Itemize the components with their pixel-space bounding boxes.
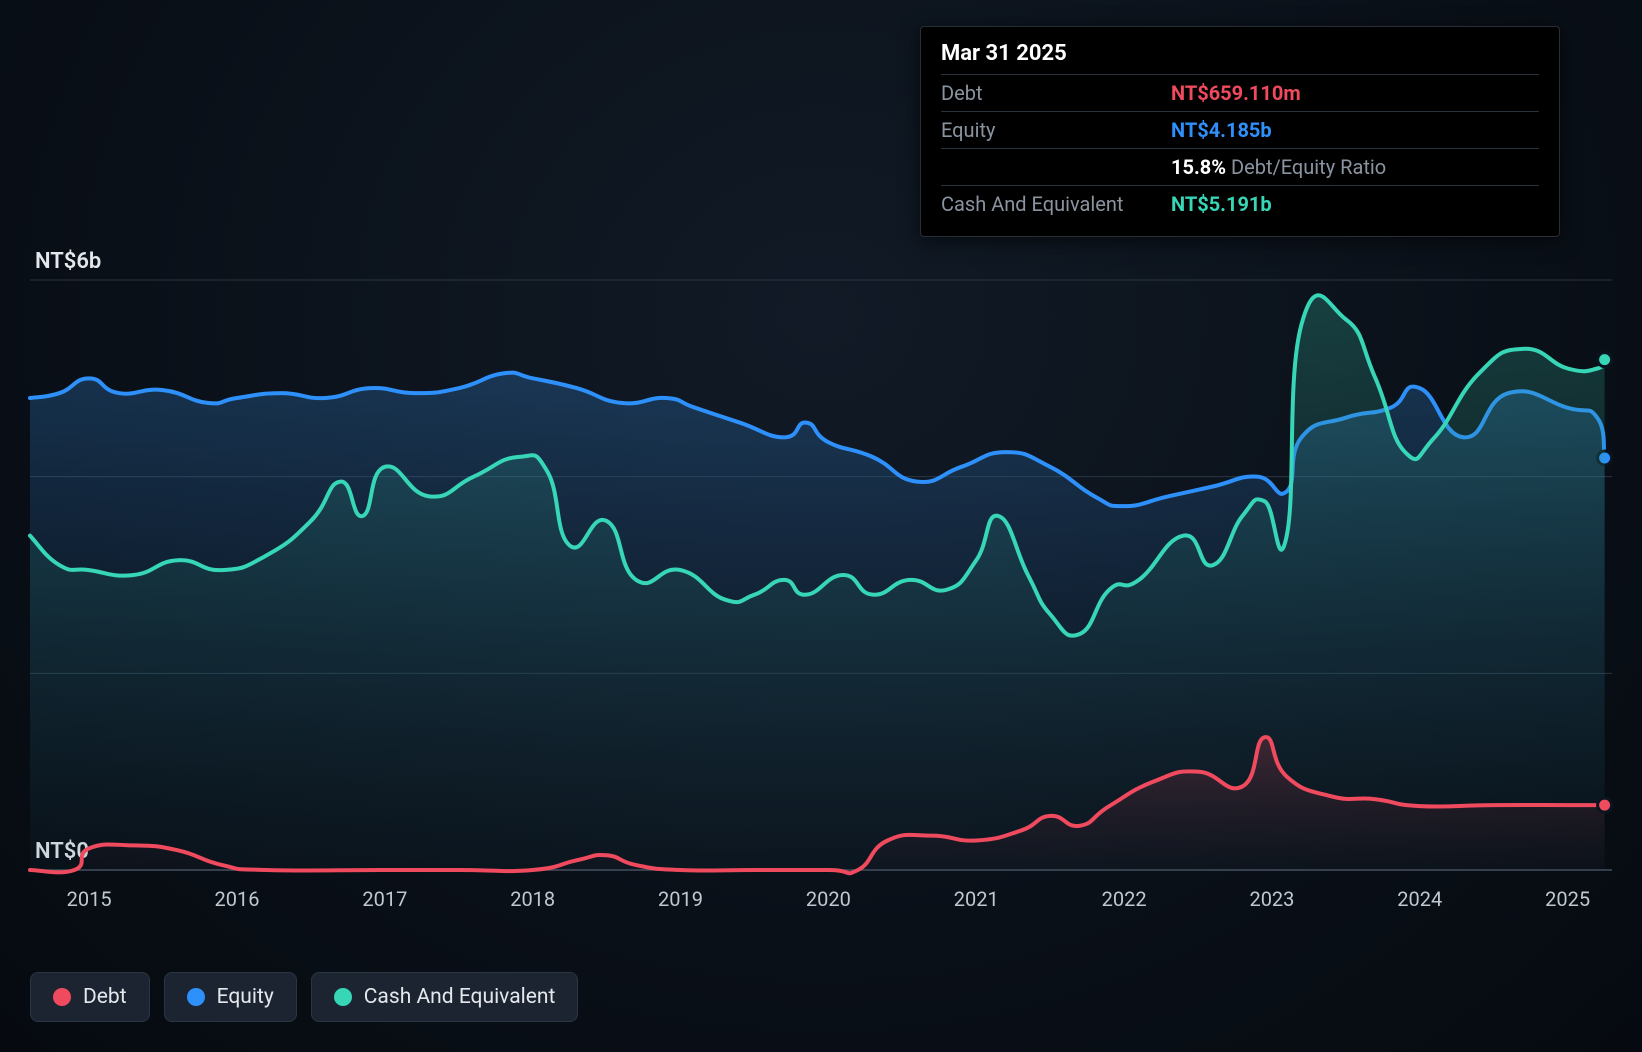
tooltip-row-value: NT$659.110m <box>1171 75 1539 112</box>
tooltip-row-label <box>941 149 1171 186</box>
tooltip-row: Cash And EquivalentNT$5.191b <box>941 186 1539 223</box>
x-axis-label: 2015 <box>67 887 112 911</box>
x-axis-label: 2025 <box>1545 887 1590 911</box>
x-axis-label: 2016 <box>215 887 260 911</box>
x-axis-label: 2021 <box>954 887 999 911</box>
legend-label: Equity <box>217 985 274 1009</box>
tooltip-row: DebtNT$659.110m <box>941 75 1539 112</box>
legend-dot-icon <box>53 988 71 1006</box>
tooltip-row-label: Debt <box>941 75 1171 112</box>
end-marker-debt <box>1598 798 1612 812</box>
tooltip-table: DebtNT$659.110mEquityNT$4.185b15.8% Debt… <box>941 74 1539 222</box>
legend-item-debt[interactable]: Debt <box>30 972 150 1022</box>
tooltip-row-label: Equity <box>941 112 1171 149</box>
end-marker-cash <box>1598 353 1612 367</box>
x-axis-label: 2018 <box>510 887 555 911</box>
tooltip-row-value: 15.8% Debt/Equity Ratio <box>1171 149 1539 186</box>
x-axis-label: 2024 <box>1397 887 1442 911</box>
tooltip-row-suffix: Debt/Equity Ratio <box>1226 155 1386 179</box>
y-axis-label: NT$6b <box>35 249 101 274</box>
x-axis-label: 2017 <box>362 887 407 911</box>
legend-item-equity[interactable]: Equity <box>164 972 297 1022</box>
legend-label: Debt <box>83 985 127 1009</box>
legend-label: Cash And Equivalent <box>364 985 556 1009</box>
x-axis-label: 2023 <box>1249 887 1294 911</box>
tooltip-row-value: NT$5.191b <box>1171 186 1539 223</box>
legend-item-cash[interactable]: Cash And Equivalent <box>311 972 579 1022</box>
x-axis-label: 2022 <box>1102 887 1147 911</box>
legend-dot-icon <box>334 988 352 1006</box>
tooltip-row-label: Cash And Equivalent <box>941 186 1171 223</box>
x-axis-label: 2020 <box>806 887 851 911</box>
tooltip-row: 15.8% Debt/Equity Ratio <box>941 149 1539 186</box>
chart-legend: Debt Equity Cash And Equivalent <box>30 972 578 1022</box>
x-axis-label: 2019 <box>658 887 703 911</box>
tooltip-date: Mar 31 2025 <box>941 41 1539 66</box>
chart-tooltip: Mar 31 2025 DebtNT$659.110mEquityNT$4.18… <box>920 26 1560 237</box>
financial-chart: NT$0NT$6b2015201620172018201920202021202… <box>30 20 1612 920</box>
tooltip-row: EquityNT$4.185b <box>941 112 1539 149</box>
tooltip-row-value: NT$4.185b <box>1171 112 1539 149</box>
legend-dot-icon <box>187 988 205 1006</box>
